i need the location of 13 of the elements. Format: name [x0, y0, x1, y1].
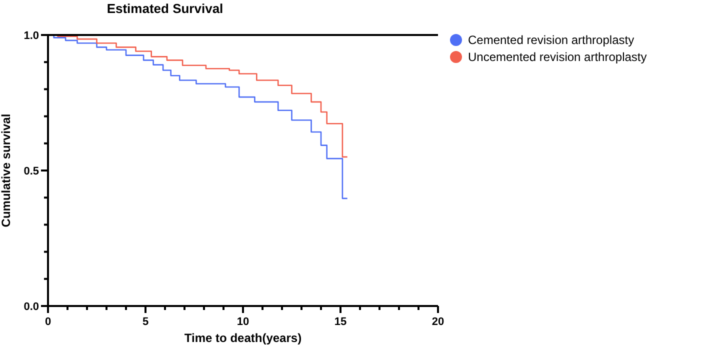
y-axis-title: Cumulative survival [0, 114, 13, 228]
x-axis-title: Time to death(years) [184, 331, 302, 345]
x-tick-label: 5 [142, 316, 149, 328]
x-tick-label: 0 [44, 316, 52, 328]
x-tick-label: 15 [334, 316, 347, 328]
y-tick-label: 0.5 [24, 166, 39, 178]
x-tick-label: 10 [236, 316, 250, 328]
y-tick-label: 0.0 [24, 301, 39, 313]
legend-label: Uncemented revision arthroplasty [468, 50, 647, 64]
legend-label: Cemented revision arthroplasty [468, 33, 634, 47]
x-tick-label: 20 [432, 316, 444, 328]
chart-title: Estimated Survival [106, 1, 224, 16]
y-tick-label: 1.0 [24, 30, 39, 42]
